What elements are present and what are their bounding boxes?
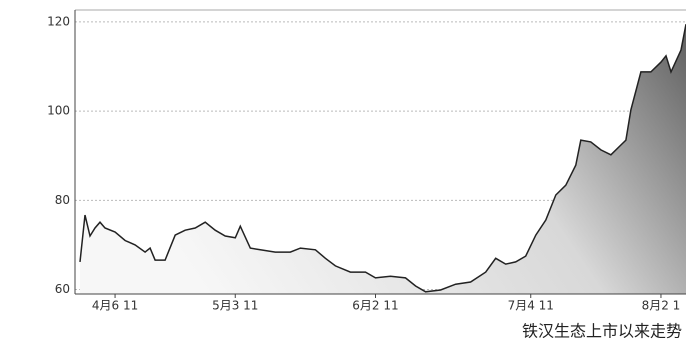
y-tick-label: 100 xyxy=(47,104,70,118)
caption: 铁汉生态上市以来走势 xyxy=(522,322,682,341)
x-tick-label: 6月2 11 xyxy=(352,299,398,313)
price-line xyxy=(79,24,686,293)
y-tick-label: 120 xyxy=(47,14,70,28)
x-tick-label: 4月6 11 xyxy=(92,299,138,313)
x-tick-label: 8月2 1 xyxy=(642,299,681,313)
x-tick-label: 7月4 11 xyxy=(508,299,554,313)
area xyxy=(80,24,686,294)
y-tick-label: 60 xyxy=(55,282,70,296)
y-tick-label: 80 xyxy=(55,193,70,207)
x-tick-label: 5月3 11 xyxy=(212,299,258,313)
